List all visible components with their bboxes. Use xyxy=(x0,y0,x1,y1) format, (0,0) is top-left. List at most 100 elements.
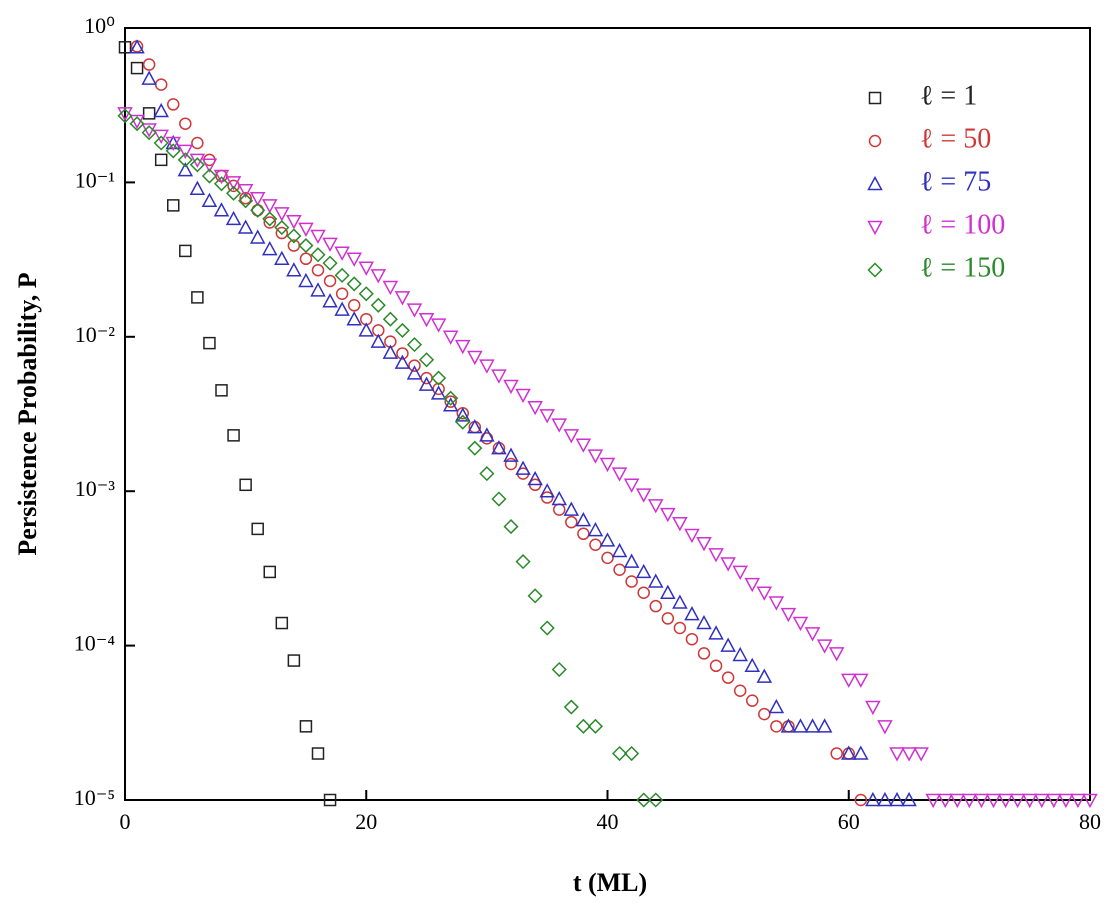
data-point xyxy=(418,376,435,391)
data-point xyxy=(961,793,978,809)
data-point xyxy=(1033,793,1050,809)
data-point xyxy=(154,78,168,91)
data-point xyxy=(442,397,459,412)
data-point xyxy=(623,478,640,493)
data-point xyxy=(503,447,519,462)
data-point xyxy=(696,537,712,552)
data-point xyxy=(117,108,133,124)
data-point xyxy=(239,478,252,492)
data-point xyxy=(587,522,604,537)
data-point xyxy=(479,427,495,442)
x-tick-label: 60 xyxy=(838,809,860,834)
data-point xyxy=(746,694,759,707)
data-point xyxy=(816,718,833,733)
data-point xyxy=(201,168,217,184)
data-point xyxy=(129,39,145,54)
data-point xyxy=(623,553,640,568)
data-point xyxy=(1082,793,1098,809)
data-point xyxy=(637,586,650,599)
data-point xyxy=(215,384,228,397)
data-point xyxy=(406,365,423,380)
x-tick-label: 0 xyxy=(120,809,131,834)
y-tick-label: 10⁻² xyxy=(75,322,116,347)
data-point xyxy=(443,390,459,406)
x-tick-label: 40 xyxy=(597,809,619,834)
data-point xyxy=(141,70,157,85)
data-point xyxy=(322,293,338,308)
data-point xyxy=(311,747,325,760)
data-point xyxy=(587,718,603,734)
data-point xyxy=(263,216,276,229)
legend-label: ℓ = 50 xyxy=(920,123,991,154)
y-tick-label: 10⁻⁵ xyxy=(74,785,115,810)
data-point xyxy=(346,311,362,326)
data-point xyxy=(768,596,785,611)
data-point xyxy=(442,330,459,345)
data-point xyxy=(322,237,338,252)
data-point xyxy=(660,507,676,523)
data-point xyxy=(370,297,386,313)
data-point xyxy=(249,229,266,244)
data-point xyxy=(889,747,905,762)
data-point xyxy=(430,385,447,400)
data-point xyxy=(323,793,337,807)
data-point xyxy=(527,470,543,486)
data-point xyxy=(191,136,204,150)
data-point xyxy=(612,745,628,762)
data-point xyxy=(262,211,278,227)
legend-label: ℓ = 1 xyxy=(920,80,977,111)
data-point xyxy=(672,517,688,532)
data-point xyxy=(539,409,555,424)
data-point xyxy=(310,282,326,297)
data-point xyxy=(685,632,699,646)
data-point xyxy=(153,102,169,118)
data-point xyxy=(274,207,290,222)
data-point xyxy=(419,352,435,368)
data-point xyxy=(334,246,350,261)
data-point xyxy=(203,336,216,350)
data-point xyxy=(225,210,242,226)
data-point xyxy=(985,793,1002,809)
data-point xyxy=(431,370,447,386)
data-point xyxy=(394,322,410,338)
data-point xyxy=(551,418,568,433)
data-point xyxy=(601,551,614,565)
data-point xyxy=(613,563,626,576)
data-point xyxy=(720,557,736,572)
data-point xyxy=(515,388,531,404)
data-point xyxy=(673,621,687,635)
data-point xyxy=(154,153,168,167)
data-point xyxy=(467,440,483,456)
data-point xyxy=(239,191,252,205)
data-point xyxy=(142,107,156,120)
data-point xyxy=(565,515,578,529)
y-tick-label: 10⁰ xyxy=(84,13,115,38)
data-point xyxy=(636,792,652,808)
data-point xyxy=(515,554,531,570)
y-axis-label: Persistence Probability, P xyxy=(13,272,42,555)
data-point xyxy=(179,117,192,130)
data-point xyxy=(491,491,507,507)
data-point xyxy=(261,199,278,214)
data-point xyxy=(708,548,724,563)
data-point xyxy=(213,169,230,185)
data-point xyxy=(575,438,592,453)
data-point xyxy=(418,312,435,328)
data-point xyxy=(804,627,821,642)
data-point xyxy=(298,222,314,237)
data-point xyxy=(165,136,182,152)
data-point xyxy=(1021,793,1038,809)
data-point xyxy=(1046,793,1062,809)
data-point xyxy=(503,519,519,535)
data-point xyxy=(696,614,712,630)
data-point xyxy=(444,395,457,408)
data-point xyxy=(840,673,857,688)
data-point xyxy=(153,129,169,144)
data-point xyxy=(237,219,254,234)
data-point xyxy=(635,563,652,579)
data-point xyxy=(732,646,748,662)
data-point xyxy=(865,791,881,807)
data-point xyxy=(298,237,314,254)
data-point xyxy=(382,280,399,296)
